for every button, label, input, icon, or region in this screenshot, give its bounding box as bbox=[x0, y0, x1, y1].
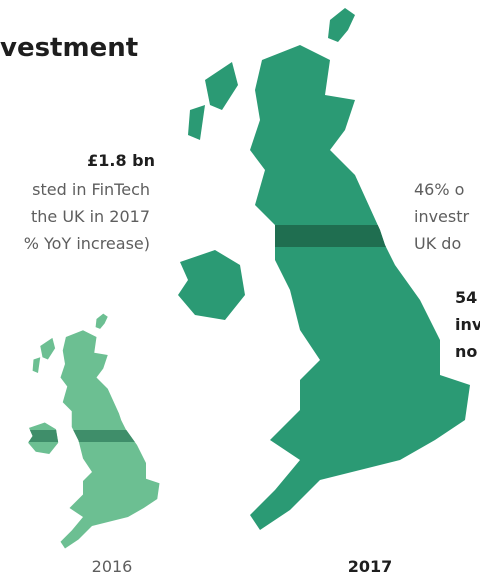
label-2017: 2017 bbox=[348, 557, 393, 576]
right-line-2: no bbox=[455, 342, 477, 361]
left-line: sted in FinTech bbox=[32, 180, 150, 199]
left-line: the UK in 2017 bbox=[31, 207, 150, 226]
right-line: UK do bbox=[414, 234, 461, 253]
left-line: % YoY increase) bbox=[24, 234, 150, 253]
label-2016: 2016 bbox=[92, 557, 133, 576]
right-line: investr bbox=[414, 207, 470, 226]
title: vestment bbox=[0, 33, 138, 63]
map-2017 bbox=[178, 8, 470, 530]
left-value: £1.8 bn bbox=[87, 151, 155, 170]
right-line-2: 54 bbox=[455, 288, 477, 307]
right-line-2: inv bbox=[455, 315, 480, 334]
right-line: 46% o bbox=[414, 180, 464, 199]
